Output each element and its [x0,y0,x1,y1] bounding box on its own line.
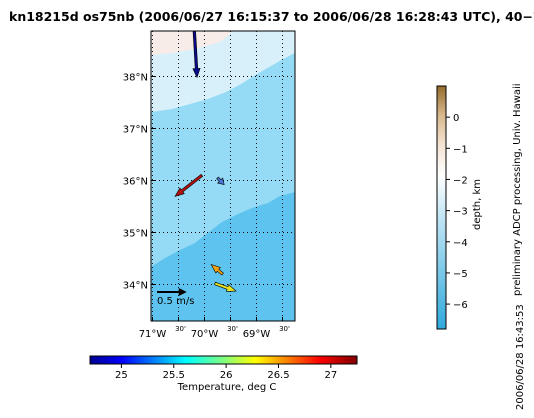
velocity-vector [174,173,204,197]
lat-tick-label: 38°N [123,73,148,84]
lon-tick-minutes: 30' [279,325,290,333]
scale-arrow-label: 0.5 m/s [157,296,194,307]
velocity-vector [210,263,224,276]
map-gridlines [151,31,295,321]
depth-colorbar: 0 −1 −2 −3 −4 −5 −6 depth, km [436,85,483,330]
depth-colorbar-label: depth, km [472,179,483,230]
depth-tick-label: −6 [453,300,468,311]
plot-timestamp: 2006/06/28 16:43:53 [515,304,526,410]
lon-tick-label: 70°W [191,329,219,340]
temperature-colorbar-fill [89,355,358,365]
lon-tick-label: 69°W [243,329,271,340]
scale-arrow-head [178,288,187,296]
depth-tick-label: −5 [453,269,468,280]
lon-tick-minutes: 30' [175,325,186,333]
depth-tick-label: −3 [453,207,468,218]
lat-tick-label: 37°N [123,125,148,136]
temp-tick-label: 27 [324,370,337,381]
scale-arrow: 0.5 m/s [157,288,194,307]
depth-colorbar-fill [436,85,447,330]
longitude-axis: 71°W 30' 70°W 30' 69°W 30' [139,317,290,340]
lat-tick-label: 36°N [123,177,148,188]
velocity-vector [214,281,237,292]
temperature-colorbar-ticks: 25 25.5 26 26.5 27 [115,364,337,381]
depth-tick-label: −4 [453,238,468,249]
depth-colorbar-ticks: 0 −1 −2 −3 −4 −5 −6 [446,113,468,311]
velocity-vector [216,176,225,185]
latitude-axis: 34°N 35°N 36°N 37°N 38°N [123,73,155,292]
temp-tick-label: 26.5 [267,370,289,381]
temp-tick-label: 25 [115,370,128,381]
temperature-colorbar-label: Temperature, deg C [177,382,277,393]
depth-tick-label: −2 [453,175,468,186]
lon-tick-minutes: 30' [227,325,238,333]
processing-credit: preliminary ADCP processing, Univ. Hawai… [512,83,523,296]
chart-title: kn18215d os75nb (2006/06/27 16:15:37 to … [9,9,534,24]
temperature-colorbar: 25 25.5 26 26.5 27 Temperature, deg C [89,355,358,393]
depth-tick-label: 0 [453,113,459,124]
depth-tick-label: −1 [453,144,468,155]
temp-tick-label: 25.5 [163,370,185,381]
map-frame [150,30,296,322]
lon-tick-label: 71°W [139,329,167,340]
velocity-vectors [174,31,237,292]
velocity-vector [192,31,201,79]
lat-tick-label: 34°N [123,281,148,292]
temp-tick-label: 26 [220,370,233,381]
bathymetry-band-shallow [151,31,295,112]
map-panel [151,31,295,321]
lat-tick-label: 35°N [123,229,148,240]
bathymetry-band-land [151,31,230,55]
